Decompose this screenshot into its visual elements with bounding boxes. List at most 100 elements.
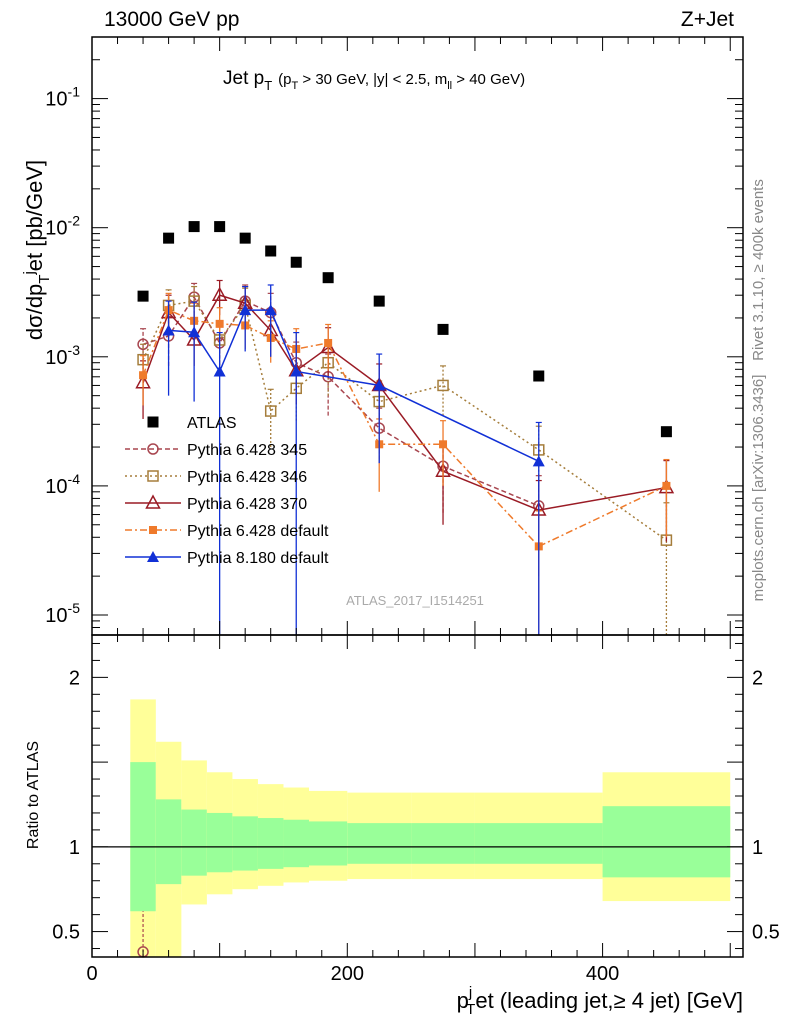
data-point	[533, 370, 545, 382]
legend: ATLAS Pythia 6.428 345 Pythia 6.428 346 Pyt…	[125, 415, 329, 567]
legend-entry-p370: Pythia 6.428 370	[125, 494, 307, 513]
series-p8	[162, 284, 545, 635]
plot-title-cuts-end: > 40 GeV)	[452, 71, 525, 88]
plot-title-cuts-rest: > 30 GeV, |y| < 2.5, m	[298, 71, 447, 88]
data-point	[211, 286, 228, 301]
data-point	[188, 326, 201, 338]
y-tick-label-main: 10-2	[45, 213, 80, 240]
ratio-band-inner	[283, 819, 309, 868]
data-point	[264, 405, 277, 417]
legend-label: Pythia 6.428 370	[187, 496, 307, 513]
y-tick-label-ratio-right: 0.5	[752, 922, 780, 944]
legend-label: Pythia 8.180 default	[187, 550, 329, 567]
data-point	[290, 365, 303, 377]
legend-label: Pythia 6.428 default	[187, 523, 329, 540]
ratio-band-inner	[155, 799, 182, 885]
data-point	[662, 481, 671, 490]
legend-marker	[147, 551, 159, 562]
data-point	[188, 221, 200, 233]
legend-entry-atlas: ATLAS	[147, 415, 237, 432]
x-label-a: p	[457, 988, 469, 1013]
y-tick-label-ratio: 2	[69, 667, 80, 689]
data-point	[239, 232, 251, 244]
legend-entry-pdef: Pythia 6.428 default	[125, 523, 329, 540]
series-p346	[137, 285, 673, 635]
x-tick-label: 200	[331, 963, 364, 985]
ratio-band-inner	[411, 823, 475, 864]
header-left: 13000 GeV pp	[104, 8, 239, 31]
data-point	[322, 272, 334, 284]
data-point	[373, 295, 385, 307]
legend-label: Pythia 6.428 346	[187, 469, 307, 486]
y-tick-label-main: 10-5	[45, 600, 80, 627]
data-point	[139, 371, 148, 380]
ratio-bands	[92, 699, 743, 957]
data-point	[437, 379, 449, 392]
series-atlas	[137, 221, 672, 438]
data-point	[532, 455, 545, 467]
x-tick-label: 400	[586, 963, 619, 985]
y-tick-label-ratio: 0.5	[52, 922, 80, 944]
y-tick-label-ratio-right: 2	[752, 667, 763, 689]
header-right: Z+Jet	[681, 8, 734, 31]
series-line	[142, 309, 667, 548]
ratio-band-inner	[347, 823, 412, 864]
data-point	[324, 338, 333, 347]
legend-marker	[147, 470, 159, 482]
ratio-band-inner	[181, 809, 207, 876]
y-tick-label-main: 10-1	[45, 84, 80, 111]
data-point	[213, 365, 226, 377]
ratio-band-inner	[602, 806, 731, 878]
ratio-band-inner	[232, 816, 258, 871]
x-label-b: et (leading jet,≥ 4 jet) [GeV]	[475, 988, 743, 1013]
ratio-band-inner	[257, 818, 284, 869]
plot-title-main: Jet p	[223, 68, 264, 89]
legend-marker	[147, 443, 159, 455]
x-label-sup: j	[468, 984, 472, 1001]
ratio-band-inner	[206, 812, 233, 873]
data-point	[162, 324, 175, 336]
y-label-b: et [pb/GeV]	[22, 160, 47, 271]
data-point	[373, 379, 386, 391]
y-axis-label-ratio: Ratio to ATLAS	[25, 741, 42, 849]
legend-entry-p8: Pythia 8.180 default	[125, 550, 329, 567]
legend-label: Pythia 6.428 345	[187, 442, 307, 459]
y-label-sup: j	[21, 271, 38, 275]
plot-title-cuts-sub2: ll	[447, 80, 452, 92]
data-point	[439, 440, 448, 449]
data-point	[137, 290, 149, 302]
legend-marker	[145, 494, 161, 509]
y-tick-label-ratio: 1	[69, 837, 80, 859]
rivet-note: Rivet 3.1.10, ≥ 400k events	[750, 179, 767, 361]
legend-label: ATLAS	[187, 415, 237, 432]
data-point	[290, 256, 302, 268]
data-point	[239, 304, 252, 316]
x-label-sub: T	[466, 1001, 475, 1018]
data-point	[264, 304, 277, 316]
plot-title-cuts: (p	[278, 71, 291, 88]
series-layer	[135, 221, 675, 635]
data-point	[660, 426, 672, 438]
mcplots-note: mcplots.cern.ch [arXiv:1306.3436]	[750, 375, 767, 602]
analysis-watermark: ATLAS_2017_I1514251	[346, 593, 484, 608]
legend-marker	[149, 526, 157, 534]
data-point	[214, 221, 226, 233]
y-label-a: dσ/dp	[22, 284, 47, 340]
data-point	[163, 232, 175, 244]
data-point	[137, 338, 149, 351]
legend-marker	[147, 416, 159, 428]
legend-entry-p346: Pythia 6.428 346	[125, 469, 307, 486]
y-tick-label-ratio-right: 1	[752, 837, 763, 859]
x-tick-label: 0	[86, 963, 97, 985]
plot-title: Jet pT (pT > 30 GeV, |y| < 2.5, mll > 40 …	[223, 68, 525, 93]
ratio-band-inner	[130, 762, 156, 912]
x-axis-label: pj Tet (leading jet,≥ 4 jet) [GeV]	[457, 984, 743, 1018]
data-point	[437, 323, 449, 335]
ratio-band-inner	[309, 821, 348, 866]
y-tick-label-main: 10-3	[45, 342, 80, 369]
legend-entry-p345: Pythia 6.428 345	[125, 442, 307, 459]
series-line	[168, 309, 540, 462]
ratio-band-inner	[474, 823, 603, 864]
y-tick-label-main: 10-4	[45, 471, 80, 498]
